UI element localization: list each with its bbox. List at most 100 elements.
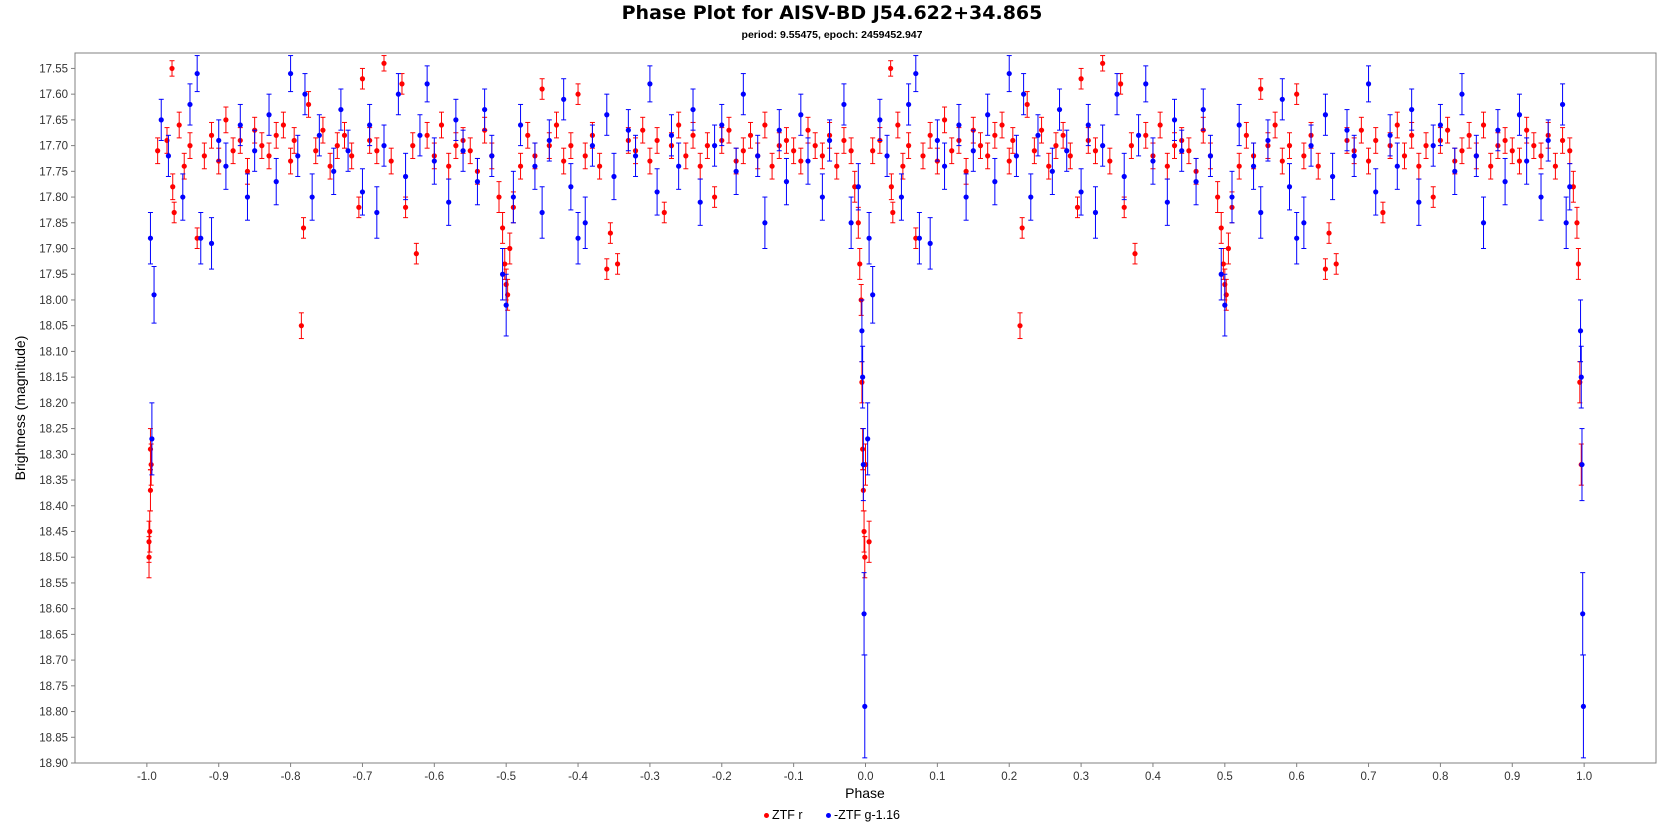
data-point [1286,143,1293,149]
data-point [1423,143,1429,149]
data-point [1250,163,1257,169]
data-point [331,168,337,174]
data-point [252,148,258,154]
data-point [499,271,506,277]
data-point [740,148,746,154]
data-point [187,143,193,149]
data-point [913,70,919,77]
data-point [1215,194,1221,200]
data-point [1552,163,1558,169]
data-point [589,143,596,149]
data-point [194,235,200,241]
y-tick-label: 17.55 [39,63,68,75]
data-point [553,122,560,128]
data-point [654,189,660,195]
data-point [181,163,187,169]
series-layer [146,55,1587,759]
data-point [431,158,437,164]
y-tick-label: 18.90 [39,758,68,770]
data-point [1064,148,1070,154]
x-tick-label: 0.3 [1073,771,1089,783]
data-point [1322,266,1329,272]
data-point [1164,163,1170,169]
legend-label-ztf-r: ZTF r [771,808,803,822]
data-point [1218,225,1224,231]
data-point [906,101,912,108]
data-point [1021,91,1027,97]
data-point [1567,148,1573,154]
data-point [1575,261,1581,267]
data-point [1502,137,1508,144]
data-point [604,112,610,118]
data-point [1157,122,1163,128]
data-point [287,70,294,77]
data-point [711,143,718,149]
data-point [697,163,703,169]
data-point [201,153,207,159]
data-point [1024,101,1030,108]
data-point [158,117,164,123]
data-point [1193,179,1199,185]
data-point [916,235,922,241]
y-tick-label: 18.00 [39,295,68,307]
data-point [1570,184,1576,190]
data-point [1351,153,1357,159]
data-point [582,153,588,159]
data-point [517,122,524,128]
data-point [888,65,894,72]
data-point [1401,153,1408,159]
data-point [607,230,613,236]
data-point [525,132,531,138]
data-point [1078,76,1084,82]
data-point [259,143,265,149]
data-point [244,168,251,174]
data-point [1538,194,1544,200]
data-point [453,143,459,149]
data-point [338,106,344,113]
data-point [295,153,301,159]
data-point [1150,158,1156,164]
data-point [805,158,811,164]
data-point [300,225,307,231]
data-point [1545,137,1551,144]
data-point [1107,158,1113,164]
x-axis: -1.0 -0.9 -0.8 -0.7 -0.6 -0.5 -0.4 -0.3 -0.2 -0.1… [137,763,1592,783]
y-tick-label: 18.35 [39,475,68,487]
data-point [1017,323,1023,329]
data-point [374,209,380,216]
x-tick-label: -0.1 [784,771,804,783]
data-point [1229,194,1235,200]
data-point [367,122,373,128]
y-tick-label: 17.85 [39,218,68,230]
data-point [762,122,768,128]
data-point [861,528,867,535]
data-point [1225,245,1232,252]
data-point [690,106,696,113]
y-tick-label: 18.55 [39,578,68,590]
data-point [149,436,155,442]
data-point [798,158,804,164]
data-point [1559,137,1566,144]
data-point [1330,173,1336,180]
y-tick-label: 18.45 [39,526,68,538]
data-point [604,266,610,272]
legend-swatch-red-dot-icon [763,813,769,819]
data-point [927,132,933,138]
data-point [956,122,962,128]
data-point [1416,163,1422,169]
data-point [711,194,718,200]
data-point [1301,153,1307,159]
data-point [399,81,405,87]
data-point [992,179,998,185]
data-point [647,158,653,164]
data-point [1294,235,1300,241]
data-point [302,91,308,97]
data-point [1516,112,1523,118]
data-point [913,235,919,241]
x-tick-label: 0.4 [1145,771,1162,783]
data-point [1409,106,1415,113]
data-point [783,179,790,185]
data-point [805,127,811,133]
data-point [676,163,682,169]
chart-subtitle: period: 9.55475, epoch: 2459452.947 [741,29,923,41]
